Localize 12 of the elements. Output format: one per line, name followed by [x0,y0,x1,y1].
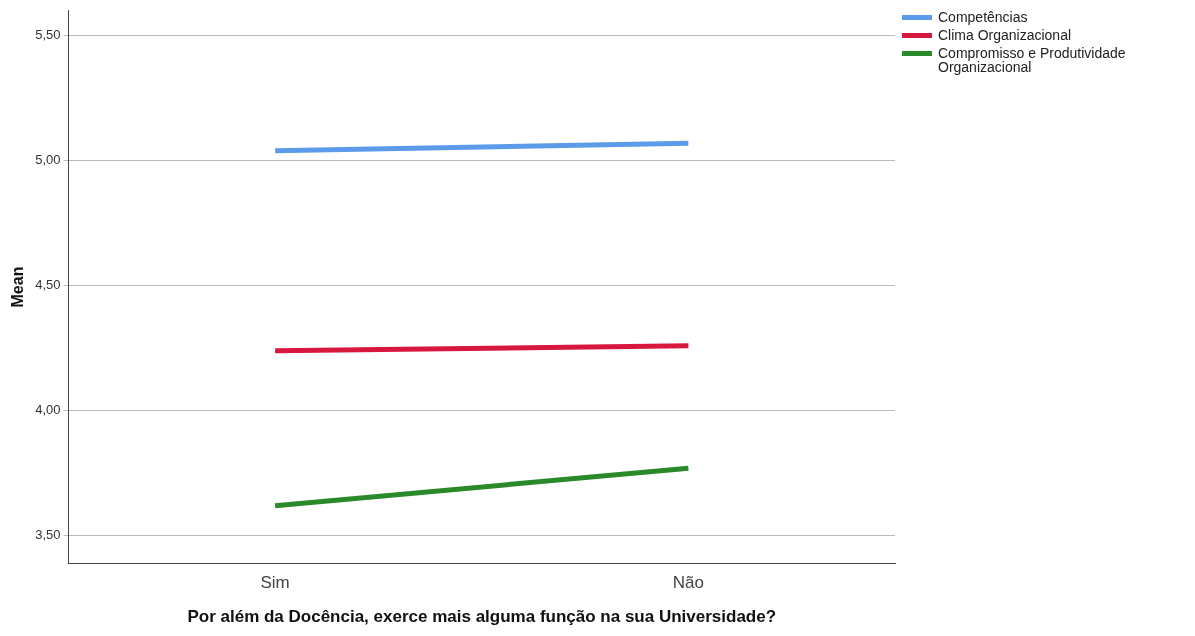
y-tick-label: 3,50 [35,527,61,543]
x-tick-label: Sim [260,573,290,593]
x-tick-label: Não [672,573,704,593]
x-axis-title: Por além da Docência, exerce mais alguma função na sua Universidade? [187,607,777,627]
legend-label: Clima Organizacional [938,27,1072,43]
y-tick-label: 4,50 [35,277,61,293]
y-axis-title: Mean [9,266,27,308]
y-tick-label: 4,00 [35,402,61,418]
legend-label: Competências [938,9,1028,25]
y-tick-label: 5,50 [35,27,61,43]
y-tick-label: 5,00 [35,152,61,168]
legend-label: Compromisso e Produtividade Organizacional [938,45,1127,75]
